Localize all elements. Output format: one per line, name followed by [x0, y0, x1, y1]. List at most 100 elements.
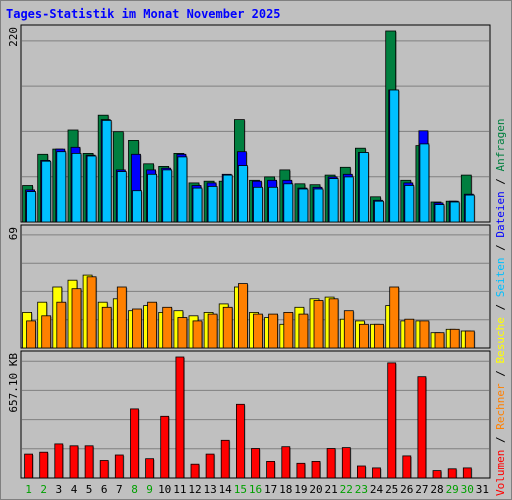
bar-seiten-day-12 — [192, 187, 203, 223]
bar-volumen-day-11 — [175, 356, 185, 479]
chart-title: Tages-Statistik im Monat November 2025 — [6, 7, 281, 21]
bar-rechner-day-1 — [26, 320, 37, 349]
x-tick-label: 23 — [355, 483, 368, 496]
x-tick-label: 6 — [101, 483, 108, 496]
bar-volumen-day-18 — [281, 446, 291, 479]
bar-rechner-day-25 — [389, 286, 400, 349]
bar-rechner-day-16 — [253, 313, 263, 349]
x-tick-label: 22 — [340, 483, 353, 496]
x-tick-label: 31 — [476, 483, 489, 496]
x-tick-label: 8 — [131, 483, 138, 496]
legend-entry: Dateien — [494, 191, 507, 237]
bar-volumen-day-13 — [205, 453, 215, 479]
x-tick-label: 17 — [264, 483, 277, 496]
bar-seiten-day-24 — [374, 200, 384, 223]
bar-seiten-day-27 — [419, 143, 430, 223]
bar-seiten-day-7 — [116, 171, 127, 223]
bar-volumen-day-10 — [160, 415, 170, 479]
bar-seiten-day-6 — [101, 120, 112, 223]
bar-rechner-day-23 — [358, 323, 369, 349]
x-tick-label: 27 — [415, 483, 428, 496]
legend-entry: Anfragen — [494, 118, 507, 171]
y-max-label: 69 — [7, 227, 20, 240]
x-tick-label: 11 — [173, 483, 186, 496]
legend-entry: / — [494, 171, 507, 191]
bar-seiten-day-3 — [56, 151, 67, 223]
legend-entry: Seiten — [494, 258, 507, 298]
bar-rechner-day-3 — [56, 301, 67, 349]
bar-rechner-day-6 — [101, 306, 112, 349]
bar-rechner-day-7 — [116, 286, 127, 349]
bar-seiten-day-10 — [162, 169, 173, 223]
bar-rechner-day-26 — [404, 318, 415, 349]
legend-entry: / — [494, 297, 507, 317]
x-tick-label: 9 — [146, 483, 153, 496]
bar-seiten-day-16 — [253, 186, 263, 223]
bar-rechner-day-2 — [41, 315, 52, 349]
x-tick-label: 20 — [309, 483, 322, 496]
bar-seiten-day-4 — [71, 152, 82, 223]
bar-seiten-day-22 — [343, 176, 354, 223]
bar-volumen-day-22 — [341, 447, 351, 479]
bar-volumen-day-23 — [356, 465, 366, 479]
bar-volumen-day-1 — [24, 453, 34, 479]
bar-volumen-day-5 — [84, 445, 94, 479]
y-max-label: 220 — [7, 27, 20, 47]
x-tick-label: 19 — [294, 483, 307, 496]
bar-volumen-day-17 — [266, 460, 276, 479]
x-tick-label: 29 — [446, 483, 459, 496]
bar-seiten-day-19 — [298, 188, 309, 223]
x-tick-label: 26 — [400, 483, 413, 496]
bar-rechner-day-13 — [207, 313, 218, 349]
bar-volumen-day-30 — [462, 467, 472, 479]
bar-volumen-day-16 — [251, 448, 260, 479]
legend-label: Volumen / Rechner / Besuche / Seiten / D… — [494, 118, 507, 496]
bar-rechner-day-11 — [177, 317, 188, 349]
bar-rechner-day-12 — [192, 320, 203, 349]
bar-volumen-day-4 — [69, 445, 79, 479]
bar-seiten-day-18 — [283, 183, 294, 223]
bar-rechner-day-28 — [434, 332, 445, 349]
bar-rechner-day-24 — [374, 323, 384, 349]
x-tick-label: 7 — [116, 483, 123, 496]
bar-volumen-day-15 — [235, 403, 245, 479]
bar-rechner-day-29 — [449, 328, 460, 349]
bar-rechner-day-15 — [237, 283, 248, 349]
bar-seiten-day-23 — [358, 152, 369, 223]
x-tick-label: 10 — [158, 483, 171, 496]
bar-seiten-day-26 — [404, 185, 415, 223]
x-tick-label: 2 — [40, 483, 47, 496]
bar-seiten-day-17 — [268, 186, 279, 223]
x-tick-label: 15 — [234, 483, 247, 496]
x-tick-label: 4 — [71, 483, 78, 496]
bar-volumen-day-8 — [130, 408, 139, 479]
bar-volumen-day-3 — [54, 443, 64, 479]
bar-seiten-day-5 — [86, 155, 97, 223]
x-tick-label: 3 — [55, 483, 62, 496]
bar-volumen-day-12 — [190, 463, 200, 479]
x-tick-label: 21 — [324, 483, 337, 496]
bar-volumen-day-21 — [326, 448, 336, 479]
bar-rechner-day-5 — [86, 276, 97, 349]
bar-rechner-day-22 — [343, 310, 354, 349]
bar-seiten-day-13 — [207, 185, 218, 223]
bar-rechner-day-27 — [419, 320, 430, 349]
legend-entry: / — [494, 430, 507, 450]
bar-rechner-day-18 — [283, 311, 294, 349]
x-tick-label: 18 — [279, 483, 292, 496]
bar-rechner-day-21 — [328, 298, 339, 349]
bar-volumen-day-19 — [296, 462, 306, 479]
bar-volumen-day-24 — [372, 467, 381, 479]
bar-rechner-day-10 — [162, 306, 173, 349]
bar-rechner-day-20 — [313, 300, 324, 349]
bar-volumen-day-2 — [39, 451, 49, 479]
bar-rechner-day-30 — [464, 330, 475, 349]
legend-entry: / — [494, 238, 507, 258]
bar-seiten-day-28 — [434, 204, 445, 223]
bar-seiten-day-29 — [449, 201, 460, 223]
x-tick-label: 16 — [249, 483, 262, 496]
bar-rechner-day-14 — [222, 306, 233, 349]
bar-seiten-day-14 — [222, 174, 233, 223]
bar-volumen-day-14 — [220, 439, 230, 479]
